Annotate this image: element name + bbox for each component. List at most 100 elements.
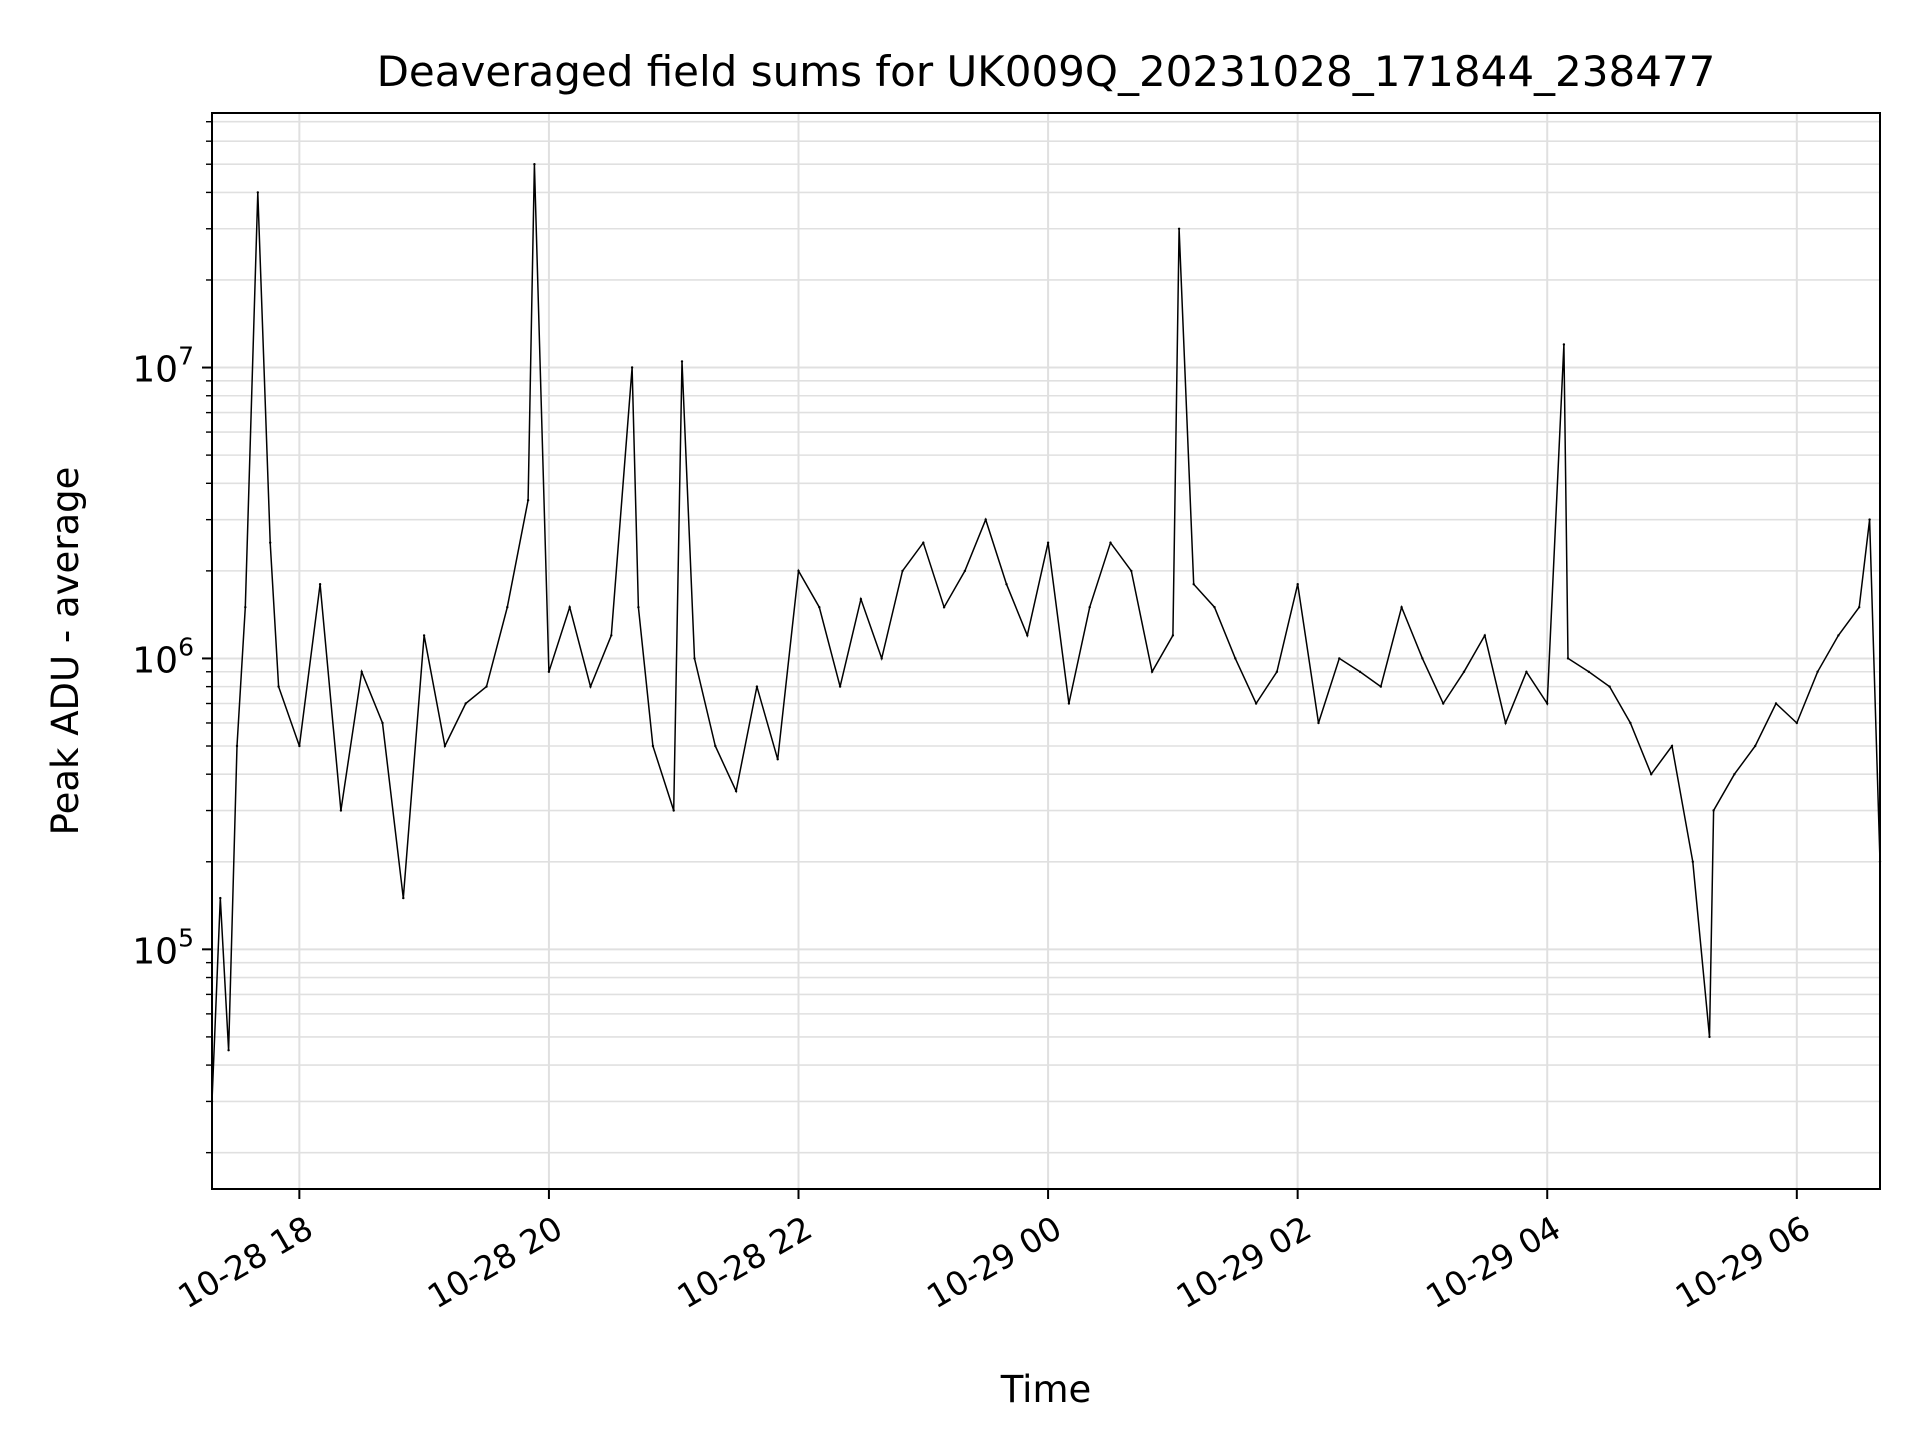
data-point — [1670, 744, 1674, 748]
data-point — [219, 896, 222, 900]
data-point — [1650, 773, 1653, 776]
data-point — [1837, 634, 1840, 637]
data-point — [1067, 702, 1071, 705]
data-point — [1483, 634, 1487, 637]
data-point — [984, 518, 987, 521]
data-point — [1005, 583, 1008, 586]
data-point — [922, 541, 925, 544]
data-point — [339, 809, 343, 812]
data-point — [1462, 670, 1466, 673]
data-point — [1421, 657, 1424, 660]
data-point — [1109, 541, 1112, 544]
data-point — [755, 685, 759, 688]
data-point — [318, 583, 322, 586]
data-point — [464, 702, 467, 705]
data-point — [637, 606, 640, 609]
data-point — [680, 360, 684, 363]
data-point — [1026, 634, 1029, 637]
data-point — [227, 1049, 230, 1052]
data-point — [942, 606, 946, 609]
data-point — [1358, 670, 1362, 673]
data-point — [734, 789, 738, 793]
data-point — [1546, 702, 1549, 705]
data-point — [1816, 670, 1819, 673]
data-point — [1379, 685, 1383, 688]
data-point — [485, 685, 488, 688]
data-point — [838, 685, 842, 688]
data-point — [277, 685, 280, 688]
data-point — [1254, 702, 1258, 705]
data-point — [1234, 657, 1237, 660]
data-point — [381, 721, 384, 725]
data-point — [533, 163, 536, 166]
series-line — [211, 164, 1881, 1102]
data-point — [526, 499, 530, 502]
data-point — [1192, 583, 1195, 586]
data-point — [1130, 569, 1133, 573]
data-point — [1338, 657, 1341, 660]
data-point — [506, 606, 509, 609]
data-point — [610, 634, 613, 637]
data-point — [256, 191, 259, 194]
data-point — [244, 606, 247, 609]
data-point — [901, 569, 904, 573]
data-point — [589, 685, 592, 688]
data-point — [693, 657, 696, 660]
chart-title: Deaveraged field sums for UK009Q_2023102… — [377, 47, 1716, 96]
y-tick-label: 106 — [132, 632, 194, 681]
data-point — [1566, 657, 1570, 660]
data-point — [1213, 606, 1216, 609]
data-point — [1296, 583, 1299, 586]
data-point — [651, 744, 655, 748]
data-point — [1400, 606, 1403, 609]
data-point — [672, 809, 675, 812]
data-point — [443, 744, 447, 748]
data-point — [568, 606, 571, 609]
data-point — [1150, 670, 1154, 673]
data-point — [1177, 227, 1181, 230]
data-point — [1795, 721, 1799, 725]
data-point — [797, 569, 800, 573]
data-point — [298, 744, 301, 748]
data-point — [1275, 670, 1279, 673]
y-tick-label: 107 — [132, 342, 194, 391]
data-point — [1046, 541, 1050, 544]
data-point — [1504, 721, 1507, 725]
y-axis-label: Peak ADU - average — [44, 467, 87, 836]
data-point — [1088, 606, 1091, 609]
data-point — [1858, 606, 1861, 609]
data-point — [1708, 1035, 1711, 1039]
data-point — [402, 896, 405, 900]
data-point — [1629, 721, 1632, 725]
data-point — [1525, 670, 1528, 673]
data-point — [1691, 860, 1695, 863]
data-point — [1868, 518, 1871, 521]
data-point — [1317, 721, 1320, 725]
grid — [212, 113, 1880, 1189]
data-layer — [210, 163, 1882, 1103]
data-point — [880, 657, 883, 660]
data-point — [422, 634, 426, 637]
data-point — [1587, 670, 1591, 673]
data-point — [1754, 744, 1757, 748]
data-point — [776, 758, 779, 761]
data-point — [818, 606, 821, 609]
data-point — [269, 541, 272, 544]
data-point — [235, 744, 239, 748]
data-point — [1712, 809, 1715, 812]
data-point — [547, 670, 551, 673]
data-point — [1442, 702, 1445, 705]
data-point — [1562, 343, 1566, 346]
data-point — [963, 569, 967, 573]
data-point — [360, 670, 363, 673]
data-point — [714, 744, 717, 748]
data-point — [1774, 702, 1778, 705]
data-point — [859, 597, 863, 601]
data-point — [1733, 773, 1736, 776]
y-tick-label: 105 — [132, 923, 194, 972]
plot-frame — [211, 112, 1881, 1190]
data-point — [630, 366, 634, 369]
